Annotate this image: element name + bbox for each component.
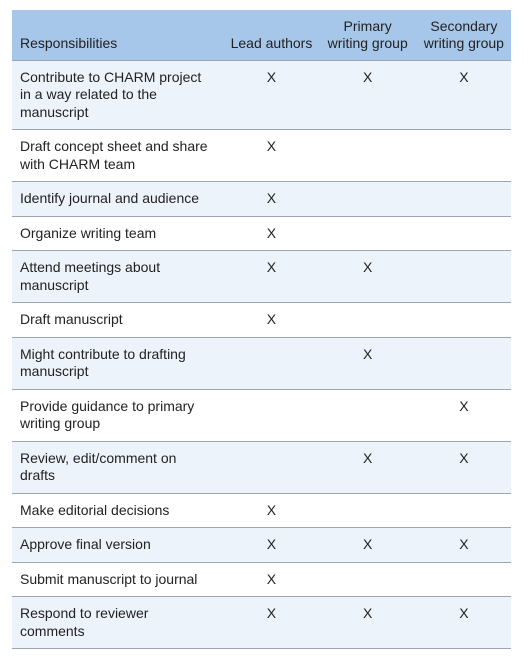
table-container: Responsibilities Lead authors Primary wr… xyxy=(0,0,523,669)
table-row: Review, edit/comment on drafts XX xyxy=(12,441,511,493)
cell-secondary-mark: X xyxy=(415,441,511,493)
cell-responsibility: Draft concept sheet and share with CHARM… xyxy=(12,130,222,182)
cell-responsibility: Might contribute to drafting manuscript xyxy=(12,337,222,389)
cell-secondary-mark: X xyxy=(415,389,511,441)
col-header-primary-writing-group: Primary writing group xyxy=(319,10,415,60)
cell-lead-mark xyxy=(222,441,318,493)
cell-primary-mark: X xyxy=(319,441,415,493)
cell-primary-mark xyxy=(319,562,415,597)
cell-secondary-mark: X xyxy=(415,60,511,130)
cell-primary-mark: X xyxy=(319,337,415,389)
cell-responsibility: Contribute to CHARM project in a way rel… xyxy=(12,60,222,130)
cell-lead-mark: X xyxy=(222,60,318,130)
cell-primary-mark xyxy=(319,130,415,182)
cell-primary-mark: X xyxy=(319,597,415,649)
table-row: Respond to reviewer commentsXXX xyxy=(12,597,511,649)
cell-secondary-mark xyxy=(415,251,511,303)
cell-responsibility: Respond to reviewer comments xyxy=(12,597,222,649)
table-row: Organize writing teamX xyxy=(12,216,511,251)
cell-secondary-mark xyxy=(415,216,511,251)
cell-primary-mark xyxy=(319,182,415,217)
cell-lead-mark xyxy=(222,337,318,389)
cell-lead-mark: X xyxy=(222,130,318,182)
table-row: Contribute to CHARM project in a way rel… xyxy=(12,60,511,130)
cell-secondary-mark: X xyxy=(415,528,511,563)
table-row: Make editorial decisionsX xyxy=(12,493,511,528)
cell-responsibility: Submit manuscript to journal xyxy=(12,562,222,597)
table-row: Identify journal and audienceX xyxy=(12,182,511,217)
cell-secondary-mark xyxy=(415,130,511,182)
cell-primary-mark xyxy=(319,389,415,441)
table-row: Might contribute to drafting manuscript X xyxy=(12,337,511,389)
cell-responsibility: Organize writing team xyxy=(12,216,222,251)
table-header-row: Responsibilities Lead authors Primary wr… xyxy=(12,10,511,60)
table-row: Draft concept sheet and share with CHARM… xyxy=(12,130,511,182)
table-row: Approve final versionXXX xyxy=(12,528,511,563)
table-header: Responsibilities Lead authors Primary wr… xyxy=(12,10,511,60)
cell-primary-mark xyxy=(319,303,415,338)
cell-lead-mark: X xyxy=(222,251,318,303)
cell-lead-mark: X xyxy=(222,303,318,338)
cell-primary-mark: X xyxy=(319,528,415,563)
cell-primary-mark: X xyxy=(319,60,415,130)
cell-lead-mark: X xyxy=(222,562,318,597)
cell-primary-mark xyxy=(319,216,415,251)
cell-responsibility: Identify journal and audience xyxy=(12,182,222,217)
cell-lead-mark: X xyxy=(222,182,318,217)
table-row: Provide guidance to primary writing grou… xyxy=(12,389,511,441)
table-row: Attend meetings about manuscriptXX xyxy=(12,251,511,303)
cell-responsibility: Review, edit/comment on drafts xyxy=(12,441,222,493)
table-row: Draft manuscriptX xyxy=(12,303,511,338)
col-header-responsibilities: Responsibilities xyxy=(12,10,222,60)
col-header-secondary-writing-group: Secondary writing group xyxy=(415,10,511,60)
cell-responsibility: Make editorial decisions xyxy=(12,493,222,528)
cell-responsibility: Draft manuscript xyxy=(12,303,222,338)
table-body: Contribute to CHARM project in a way rel… xyxy=(12,60,511,649)
cell-primary-mark xyxy=(319,493,415,528)
cell-responsibility: Approve final version xyxy=(12,528,222,563)
cell-secondary-mark xyxy=(415,562,511,597)
responsibilities-table: Responsibilities Lead authors Primary wr… xyxy=(12,10,511,649)
cell-secondary-mark xyxy=(415,493,511,528)
table-row: Submit manuscript to journalX xyxy=(12,562,511,597)
cell-secondary-mark xyxy=(415,182,511,217)
cell-lead-mark: X xyxy=(222,493,318,528)
cell-lead-mark: X xyxy=(222,528,318,563)
cell-secondary-mark xyxy=(415,337,511,389)
cell-lead-mark xyxy=(222,389,318,441)
cell-responsibility: Attend meetings about manuscript xyxy=(12,251,222,303)
cell-secondary-mark: X xyxy=(415,597,511,649)
cell-primary-mark: X xyxy=(319,251,415,303)
cell-lead-mark: X xyxy=(222,597,318,649)
cell-responsibility: Provide guidance to primary writing grou… xyxy=(12,389,222,441)
cell-lead-mark: X xyxy=(222,216,318,251)
cell-secondary-mark xyxy=(415,303,511,338)
col-header-lead-authors: Lead authors xyxy=(222,10,318,60)
